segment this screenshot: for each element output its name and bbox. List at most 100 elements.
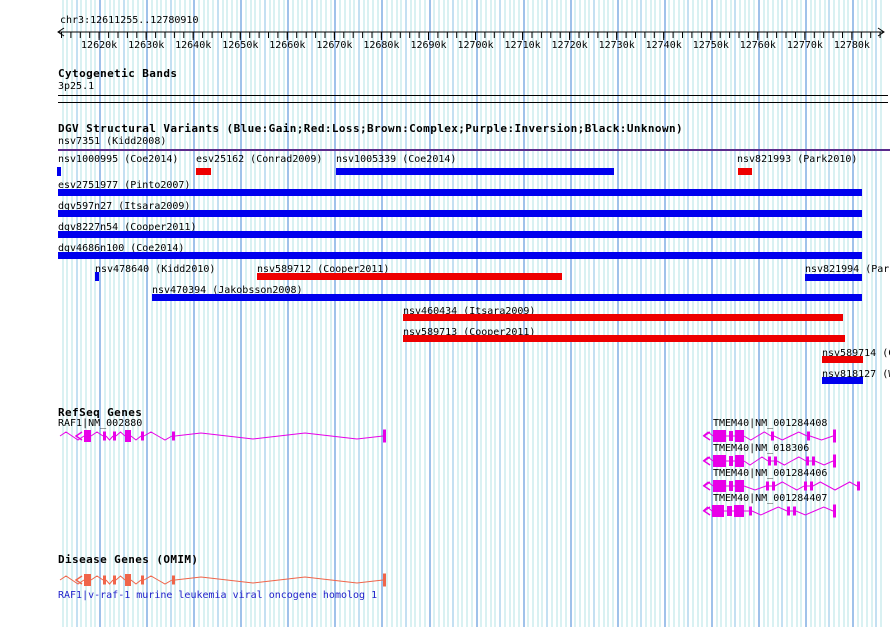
grid-stripe — [212, 0, 215, 627]
variant-bar-loss[interactable] — [257, 273, 562, 280]
grid-stripe — [532, 0, 534, 627]
grid-stripe — [268, 0, 271, 627]
variant-bar-gain[interactable] — [58, 231, 862, 238]
grid-stripe — [541, 0, 544, 627]
variant-bar-inversion[interactable] — [58, 149, 890, 151]
variant-bar-gain[interactable] — [805, 274, 862, 281]
variant-label[interactable]: nsv7351 (Kidd2008) — [58, 136, 167, 147]
grid-stripe — [866, 0, 868, 627]
gene-label[interactable]: TMEM40|NM_018306 — [713, 443, 810, 454]
grid-stripe — [706, 0, 709, 627]
grid-stripe — [668, 0, 671, 627]
variant-label[interactable]: esv25162 (Conrad2009) — [196, 154, 323, 165]
grid-stripe — [701, 0, 704, 627]
grid-stripe — [781, 0, 784, 627]
grid-stripe — [376, 0, 379, 627]
grid-stripe — [452, 0, 454, 627]
variant-bar-gain[interactable] — [58, 189, 862, 196]
variant-label[interactable]: nsv821994 (Park — [805, 264, 890, 275]
grid-stripe — [757, 0, 760, 627]
grid-stripe — [795, 0, 798, 627]
grid-stripe — [127, 0, 130, 627]
variant-bar-gain[interactable] — [58, 252, 862, 259]
variant-bar-gain[interactable] — [58, 210, 862, 217]
grid-stripe — [113, 0, 116, 627]
grid-stripe — [362, 0, 365, 627]
grid-stripe — [687, 0, 690, 627]
variant-bar-loss[interactable] — [403, 335, 845, 342]
svg-text:12650k: 12650k — [222, 40, 258, 51]
grid-stripe — [640, 0, 643, 627]
variant-bar-gain[interactable] — [57, 167, 61, 176]
grid-stripe — [847, 0, 850, 627]
grid-stripe — [621, 0, 624, 627]
grid-stripe — [710, 0, 713, 627]
variant-label[interactable]: nsv821993 (Park2010) — [737, 154, 858, 165]
track-header-disease-genes: Disease Genes (OMIM) — [58, 553, 199, 566]
grid-stripe — [555, 0, 558, 627]
variant-label[interactable]: dgv8227n54 (Cooper2011) — [58, 222, 197, 233]
region-label: chr3:12611255..12780910 — [60, 15, 199, 26]
gene-label[interactable]: RAF1|NM_002880 — [58, 418, 143, 429]
grid-stripe — [400, 0, 403, 627]
grid-stripe — [550, 0, 553, 627]
variant-label[interactable]: dgv597n27 (Itsara2009) — [58, 201, 191, 212]
grid-stripe — [428, 0, 431, 627]
grid-stripe — [245, 0, 247, 627]
variant-label[interactable]: nsv478640 (Kidd2010) — [95, 264, 216, 275]
gene-label[interactable]: TMEM40|NM_001284408 — [713, 418, 828, 429]
grid-stripe — [654, 0, 657, 627]
grid-stripe — [367, 0, 370, 627]
variant-label[interactable]: dgv4686n100 (Coe2014) — [58, 243, 185, 254]
grid-stripe — [663, 0, 666, 627]
variant-label[interactable]: nsv589713 (Cooper2011) — [403, 327, 536, 338]
grid-stripe — [235, 0, 238, 627]
variant-label[interactable]: nsv1000995 (Coe2014) — [58, 154, 179, 165]
svg-text:12720k: 12720k — [552, 40, 588, 51]
gene-label[interactable]: RAF1|v-raf-1 murine leukemia viral oncog… — [58, 590, 378, 601]
grid-stripe — [405, 0, 407, 627]
grid-stripe — [696, 0, 699, 627]
variant-bar-gain[interactable] — [336, 168, 614, 175]
variant-bar-loss[interactable] — [403, 314, 843, 321]
grid-stripe — [767, 0, 770, 627]
variant-bar-loss[interactable] — [738, 168, 752, 175]
gene-label[interactable]: TMEM40|NM_001284406 — [713, 468, 828, 479]
variant-label[interactable]: nsv818127 (W — [822, 369, 890, 380]
grid-stripe — [837, 0, 840, 627]
grid-stripe — [118, 0, 120, 627]
grid-stripe — [310, 0, 313, 627]
grid-stripe — [659, 0, 661, 627]
variant-bar-gain[interactable] — [822, 377, 863, 384]
grid-stripe — [287, 0, 290, 627]
variant-bar-gain[interactable] — [95, 272, 99, 281]
svg-text:12780k: 12780k — [834, 40, 870, 51]
variant-bar-gain[interactable] — [152, 294, 862, 301]
grid-stripe — [809, 0, 812, 627]
variant-label[interactable]: nsv470394 (Jakobsson2008) — [152, 285, 303, 296]
cytoband-box[interactable] — [58, 95, 888, 103]
grid-stripe — [395, 0, 398, 627]
gene-label[interactable]: TMEM40|NM_001284407 — [713, 493, 828, 504]
grid-stripe — [122, 0, 125, 627]
grid-stripe — [800, 0, 803, 627]
grid-stripe — [108, 0, 111, 627]
grid-stripe — [828, 0, 831, 627]
variant-label[interactable]: nsv1005339 (Coe2014) — [336, 154, 457, 165]
grid-stripe — [357, 0, 360, 627]
grid-stripe — [273, 0, 276, 627]
grid-stripe — [179, 0, 182, 627]
variant-label[interactable]: esv2751977 (Pinto2007) — [58, 180, 191, 191]
variant-bar-loss[interactable] — [196, 168, 211, 175]
svg-text:12750k: 12750k — [693, 40, 729, 51]
variant-bar-loss[interactable] — [822, 356, 863, 363]
variant-label[interactable]: nsv589714 (C — [822, 348, 890, 359]
variant-label[interactable]: nsv589712 (Cooper2011) — [257, 264, 390, 275]
grid-stripe — [753, 0, 756, 627]
grid-stripe — [484, 0, 487, 627]
grid-stripe — [715, 0, 718, 627]
svg-text:12630k: 12630k — [128, 40, 164, 51]
grid-stripe — [174, 0, 177, 627]
variant-label[interactable]: nsv460434 (Itsara2009) — [403, 306, 536, 317]
